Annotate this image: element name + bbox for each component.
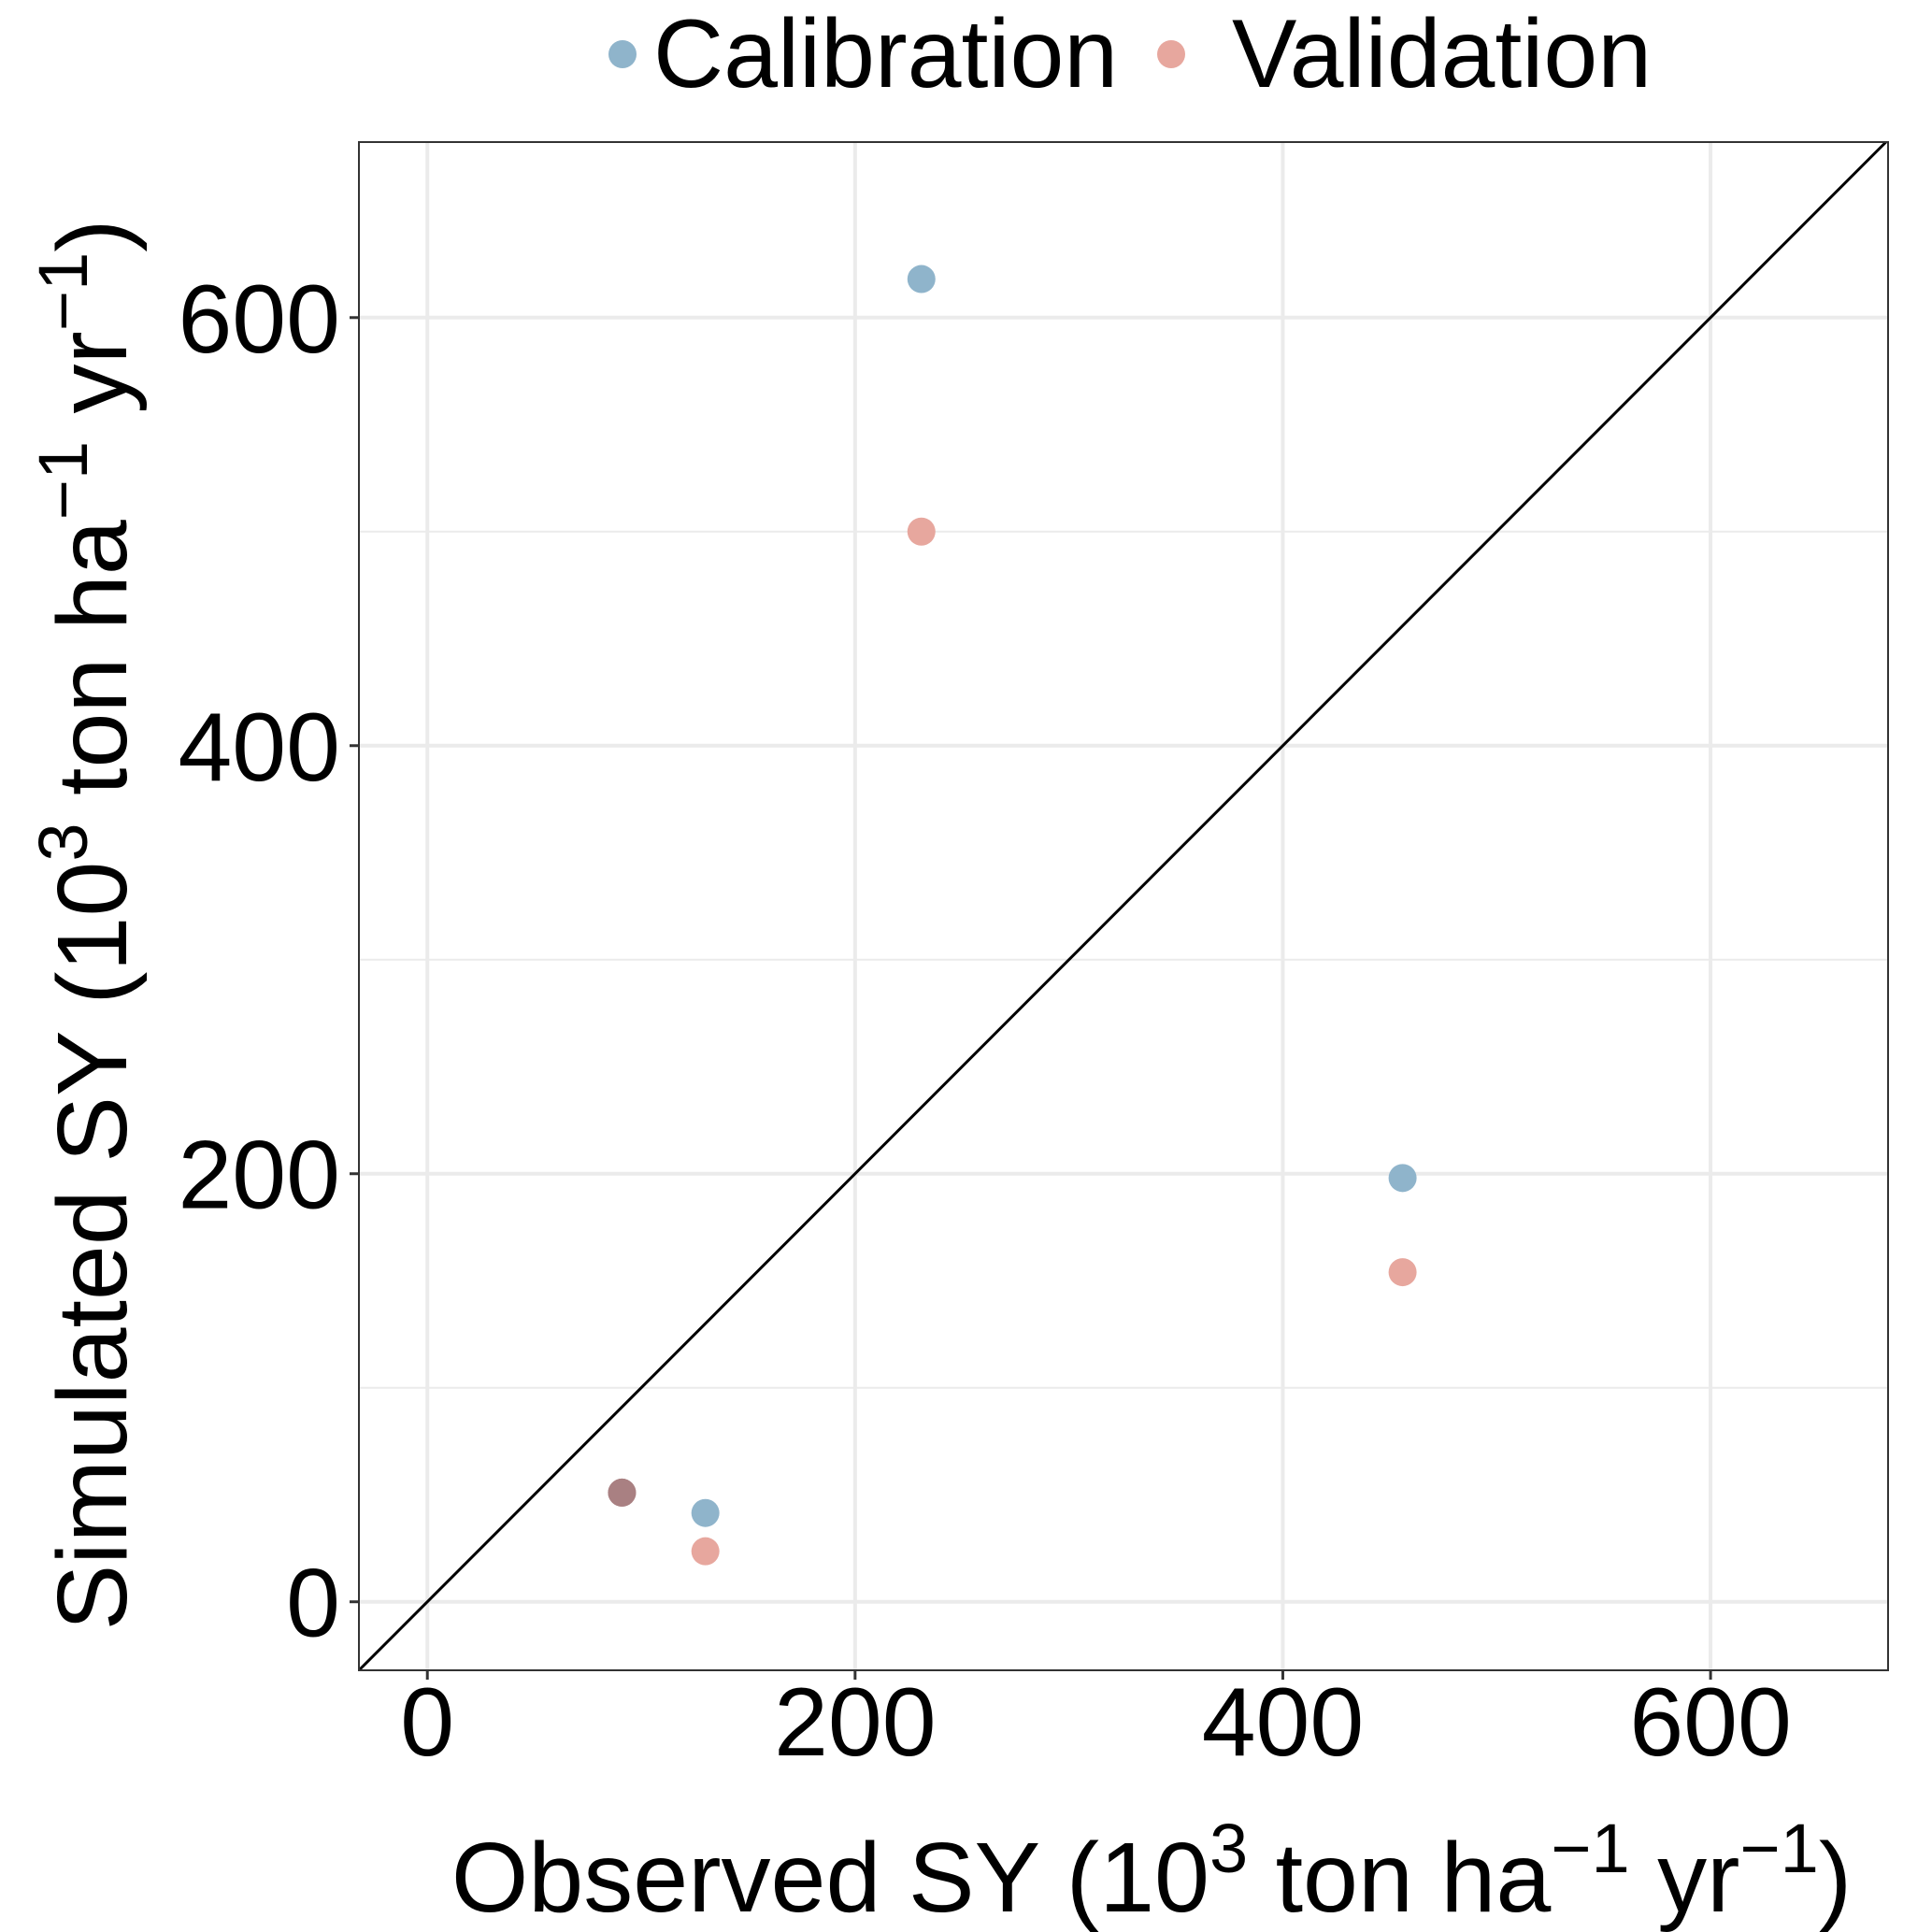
y-tick-label: 400 xyxy=(178,694,340,802)
data-points xyxy=(608,265,1417,1566)
y-tick-label: 600 xyxy=(178,265,340,374)
point-calibration xyxy=(1388,1164,1417,1193)
point-validation xyxy=(691,1537,720,1566)
x-tick-label: 0 xyxy=(400,1668,454,1777)
x-tick-label: 600 xyxy=(1629,1668,1792,1777)
axes: 0 200 400 600 0 200 400 600 xyxy=(178,265,1791,1777)
point-validation xyxy=(1388,1258,1417,1287)
legend-key-validation-icon xyxy=(1157,40,1185,68)
grid xyxy=(359,142,1888,1670)
x-tick-label: 200 xyxy=(774,1668,937,1777)
legend-item-calibration: Calibration xyxy=(608,0,1119,108)
point-calibration xyxy=(691,1498,720,1527)
legend-label-calibration: Calibration xyxy=(653,0,1119,108)
legend-label-validation: Validation xyxy=(1232,0,1653,108)
legend-item-validation: Validation xyxy=(1157,0,1653,108)
y-tick-label: 0 xyxy=(286,1550,340,1658)
y-tick-label: 200 xyxy=(178,1122,340,1230)
point-overlap xyxy=(608,1478,637,1507)
y-axis-title: Simulated SY (103 ton ha−1 yr−1) xyxy=(24,219,148,1630)
x-tick-label: 400 xyxy=(1202,1668,1365,1777)
legend-key-calibration-icon xyxy=(608,40,637,68)
legend: Calibration Validation xyxy=(0,0,1932,107)
one-to-one-line xyxy=(357,140,1887,1672)
point-validation xyxy=(907,517,936,546)
panel-border xyxy=(358,141,1889,1671)
x-axis-title: Observed SY (103 ton ha−1 yr−1) xyxy=(451,1810,1852,1932)
reference-line-group xyxy=(357,140,1887,1672)
point-calibration xyxy=(907,265,936,293)
